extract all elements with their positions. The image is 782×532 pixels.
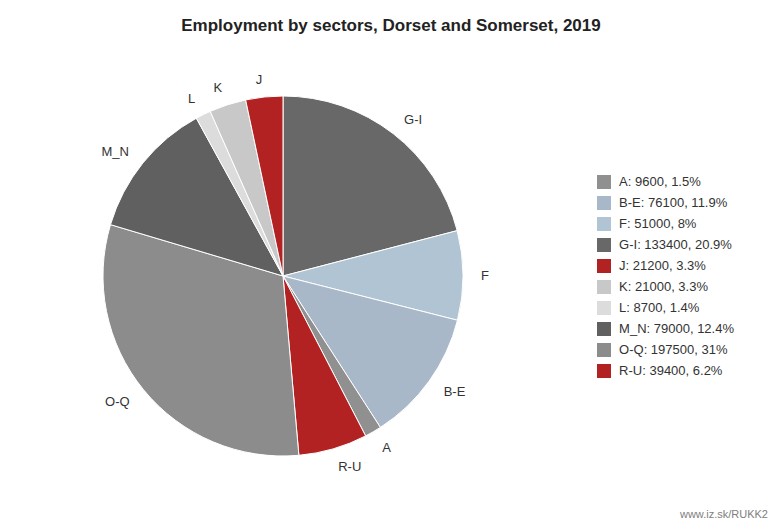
svg-text:A: A	[382, 440, 391, 455]
html-text:A: 9600, 1.5%: A: 9600, 1.5%	[619, 174, 701, 189]
html-text:G-I: 133400, 20.9%: G-I: 133400, 20.9%	[619, 237, 732, 252]
svg-text:K: K	[213, 80, 222, 95]
svg-text:O-Q: O-Q	[105, 394, 130, 409]
svg-text:F: F	[481, 268, 489, 283]
svg-text:R-U: R-U	[338, 459, 361, 474]
svg-text:J: J	[256, 72, 263, 87]
svg-text:B-E: B-E	[444, 384, 466, 399]
html-text:M_N: 79000, 12.4%: M_N: 79000, 12.4%	[619, 321, 734, 336]
svg-text:G-I: G-I	[404, 112, 422, 127]
html-text:www.iz.sk/RUKK2: www.iz.sk/RUKK2	[680, 508, 768, 520]
html-text:L: 8700, 1.4%: L: 8700, 1.4%	[619, 300, 700, 315]
svg-text:M_N: M_N	[101, 144, 128, 159]
html-text:F: 51000, 8%: F: 51000, 8%	[619, 216, 697, 231]
html-text:K: 21000, 3.3%: K: 21000, 3.3%	[619, 279, 708, 294]
html-text:B-E: 76100, 11.9%: B-E: 76100, 11.9%	[619, 195, 728, 210]
svg-text:L: L	[188, 91, 195, 106]
html-text:Employment by sectors, Dorset: Employment by sectors, Dorset and Somers…	[181, 16, 601, 35]
html-text:R-U: 39400, 6.2%: R-U: 39400, 6.2%	[619, 363, 723, 378]
html-text:O-Q: 197500, 31%: O-Q: 197500, 31%	[619, 342, 728, 357]
html-text:J: 21200, 3.3%: J: 21200, 3.3%	[619, 258, 706, 273]
